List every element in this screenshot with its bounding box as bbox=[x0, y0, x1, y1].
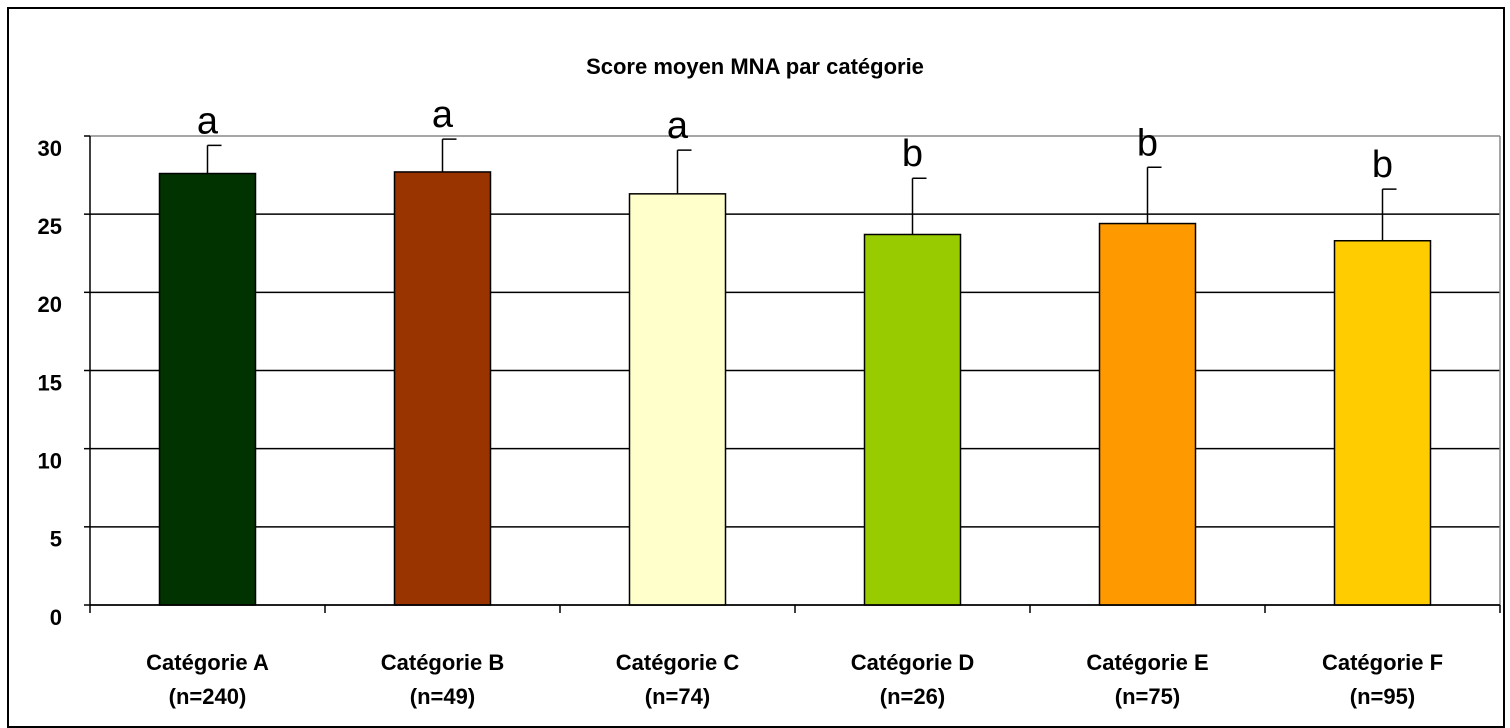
bar bbox=[1098, 222, 1197, 606]
chart-frame bbox=[7, 7, 1505, 728]
y-tick-label: 30 bbox=[38, 136, 62, 161]
x-tick-label: Catégorie C bbox=[616, 650, 740, 675]
group-letter: b bbox=[902, 133, 923, 175]
y-tick-label: 10 bbox=[38, 448, 62, 473]
error-bar bbox=[441, 138, 457, 172]
x-tick-label: (n=240) bbox=[169, 684, 247, 709]
x-tick-label: (n=74) bbox=[645, 684, 710, 709]
y-tick-label: 0 bbox=[50, 605, 62, 630]
error-bar bbox=[911, 177, 927, 235]
y-tick-label: 25 bbox=[38, 214, 62, 239]
x-tick-label: Catégorie E bbox=[1086, 650, 1208, 675]
error-bar bbox=[1381, 188, 1397, 241]
x-tick-label: Catégorie A bbox=[146, 650, 269, 675]
group-letter: a bbox=[197, 100, 219, 142]
x-tick-label: (n=26) bbox=[880, 684, 945, 709]
y-tick-label: 15 bbox=[38, 370, 62, 395]
group-letter: b bbox=[1372, 144, 1393, 186]
error-bar bbox=[1146, 166, 1162, 224]
bar bbox=[393, 171, 492, 606]
y-tick-label: 20 bbox=[38, 292, 62, 317]
x-tick-label: Catégorie D bbox=[851, 650, 974, 675]
group-letter: a bbox=[432, 94, 454, 136]
group-letter: b bbox=[1137, 122, 1158, 164]
x-tick-label: Catégorie B bbox=[381, 650, 504, 675]
x-tick-label: Catégorie F bbox=[1322, 650, 1443, 675]
bar bbox=[1333, 239, 1432, 606]
y-tick-label: 5 bbox=[50, 527, 62, 552]
x-tick-label: (n=95) bbox=[1350, 684, 1415, 709]
error-bar bbox=[206, 144, 222, 174]
group-letter: a bbox=[667, 105, 689, 147]
error-bar bbox=[676, 149, 692, 194]
chart-title: Score moyen MNA par catégorie bbox=[586, 54, 924, 79]
x-tick-label: (n=75) bbox=[1115, 684, 1180, 709]
bar bbox=[158, 172, 257, 606]
bar bbox=[628, 193, 727, 606]
bar bbox=[863, 233, 962, 606]
x-tick-label: (n=49) bbox=[410, 684, 475, 709]
